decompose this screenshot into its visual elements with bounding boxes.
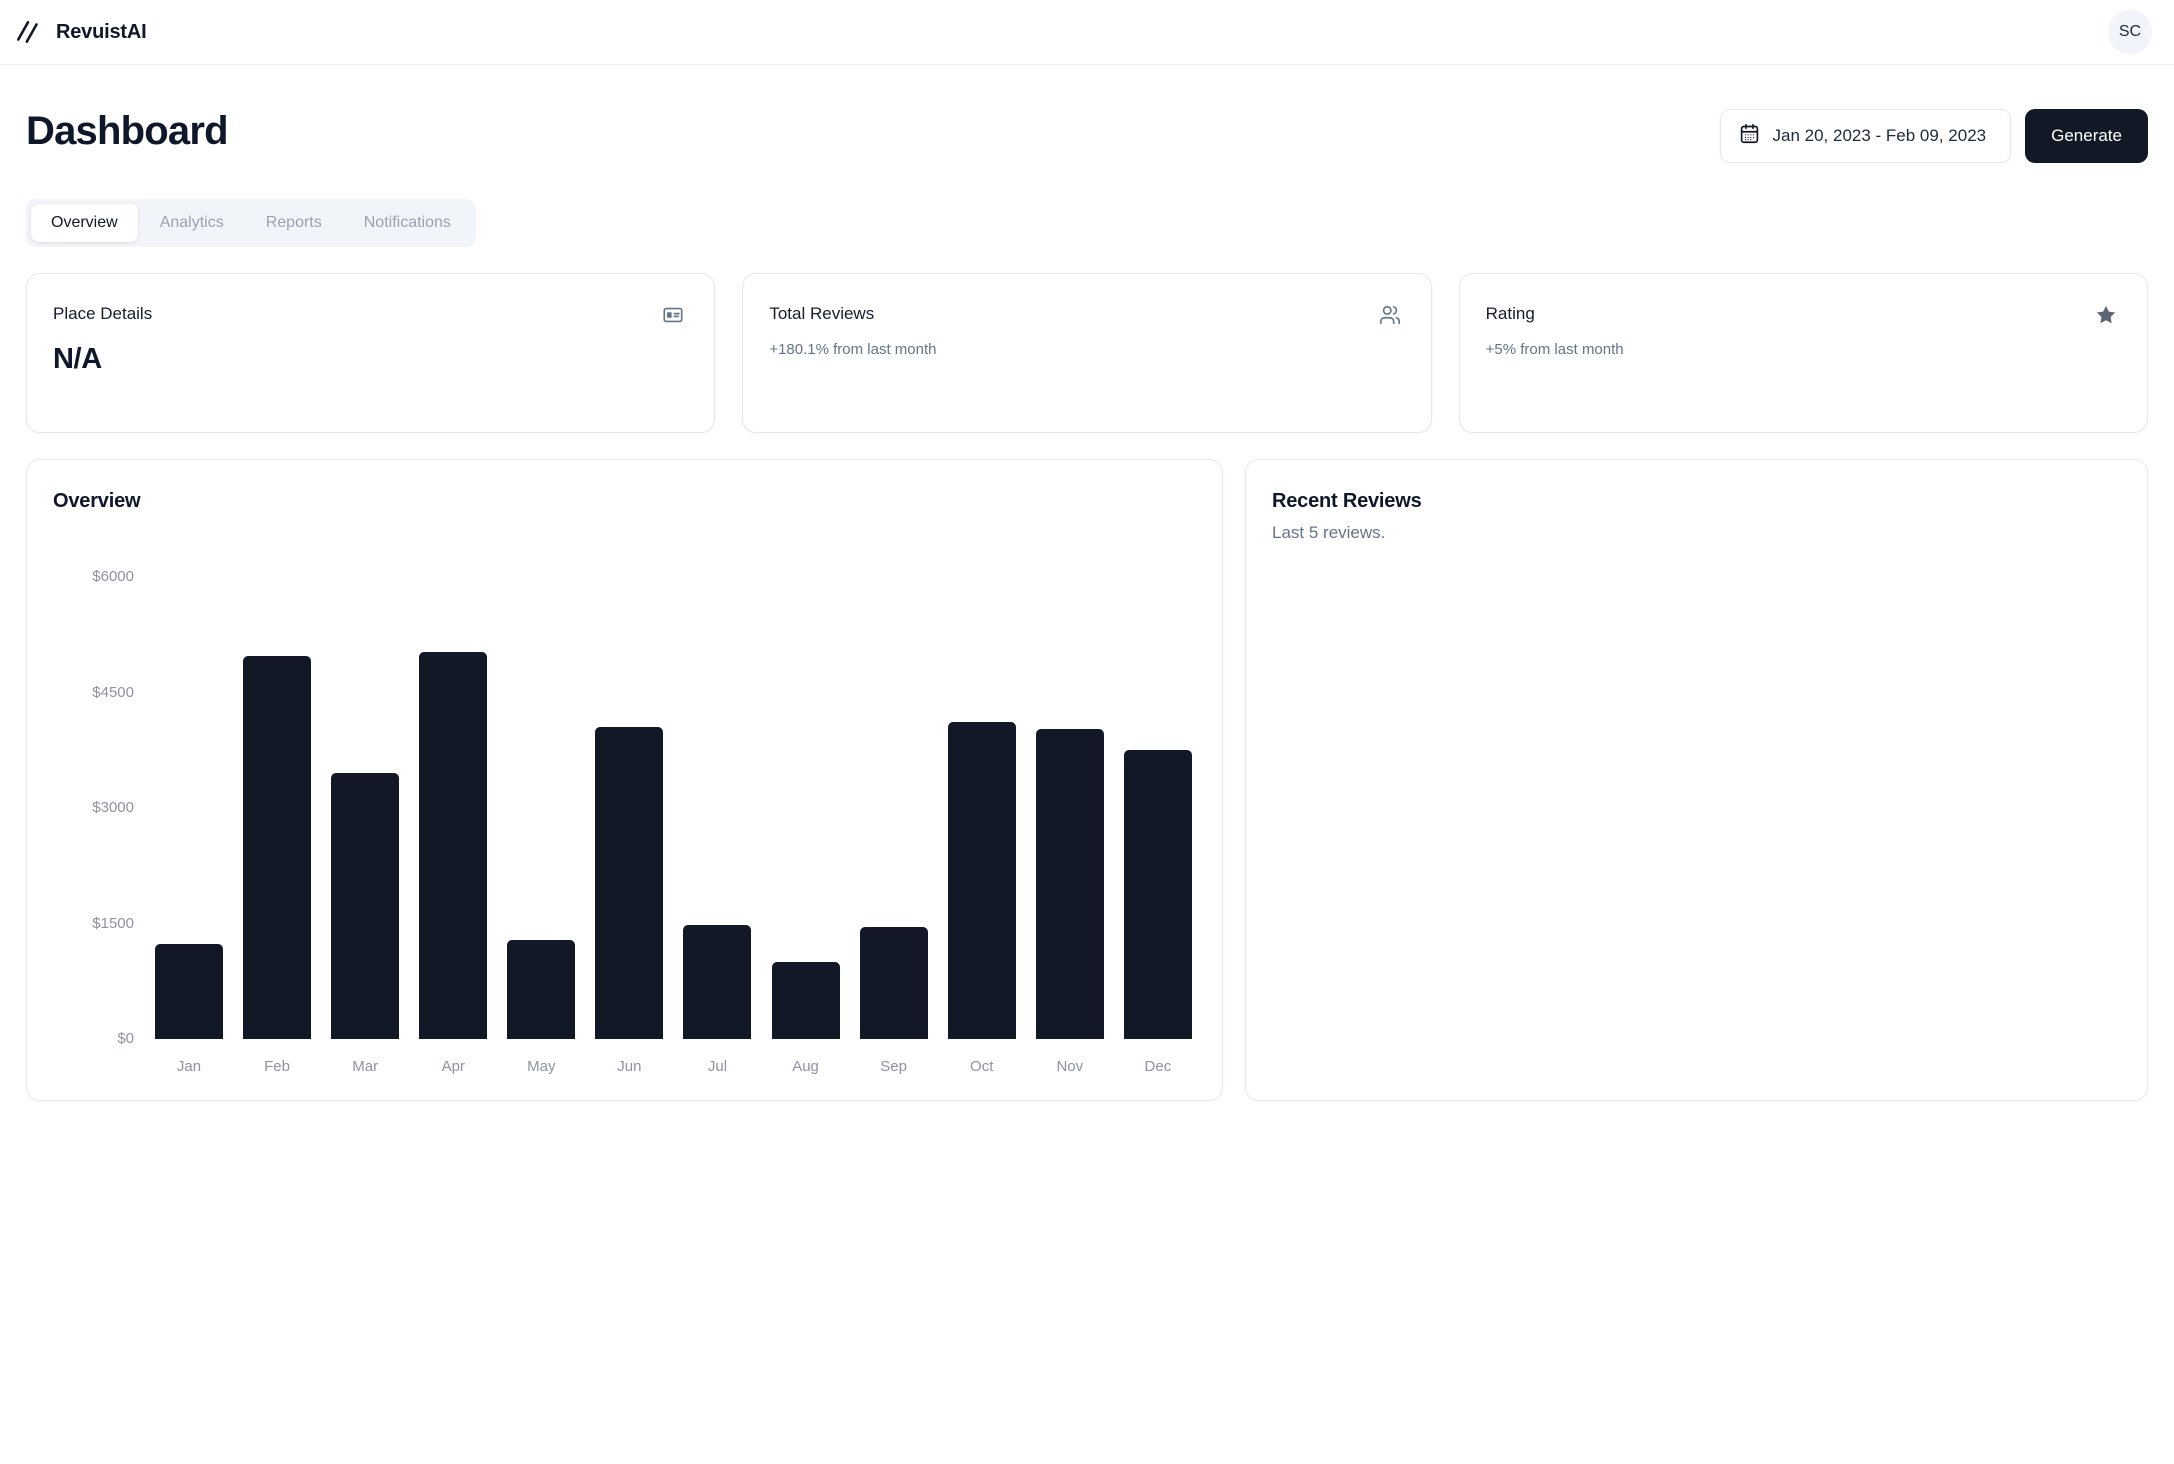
chart-plot-area: $0 $1500 $3000 $4500 $6000 [92,568,1192,1047]
y-axis-label: $0 [117,1030,134,1047]
bar-nov [1035,729,1104,1039]
place-details-card: Place Details N/A [26,273,716,433]
x-axis-label-may: May [527,1058,556,1075]
bar-sep [859,927,928,1039]
chart-title: Overview [53,490,141,512]
y-axis-label: $4500 [92,683,134,701]
x-axis-label-apr: Apr [441,1058,465,1075]
stat-value: N/A [53,343,102,375]
users-icon [1379,304,1401,331]
x-axis-label-aug: Aug [792,1058,819,1075]
star-icon [2095,304,2117,331]
tab-notifications[interactable]: Notifications [344,204,471,242]
x-axis-label-jan: Jan [176,1058,202,1075]
stat-title: Place Details [53,304,153,323]
brand[interactable]: RevuistAI [14,17,147,47]
bar-oct [947,721,1016,1039]
reviews-title: Recent Reviews [1272,490,1422,512]
bar-jun [595,727,664,1039]
bar-dec [1123,750,1192,1039]
top-bar: RevuistAI SC [0,0,2174,65]
bar-jul [683,925,752,1039]
date-range-picker[interactable]: Jan 20, 2023 - Feb 09, 2023 [1719,109,2012,163]
tab-bar: Overview Analytics Reports Notifications [26,199,476,247]
double-slash-logo-icon [14,17,44,47]
y-axis-label: $6000 [92,568,134,585]
bar-aug [771,962,840,1039]
id-card-icon [662,304,684,331]
date-range-value: Jan 20, 2023 - Feb 09, 2023 [1772,126,1987,145]
brand-name: RevuistAI [56,20,147,43]
x-axis-label-nov: Nov [1056,1058,1084,1075]
bottom-row: Overview $0 $1500 $3000 $4500 $6000 Jan Feb Ma… [26,459,2148,1101]
x-axis-label-mar: Mar [352,1058,379,1075]
y-axis-label: $1500 [92,914,134,932]
title-row: Dashboard Jan 20, 2023 - Feb 09, 2023 Ge… [26,109,2148,163]
x-axis-label-jul: Jul [707,1058,728,1075]
bar-mar [331,773,400,1039]
stat-cards-row: Place Details N/A Total Reviews [26,273,2148,433]
calendar-icon [1739,123,1760,149]
bar-may [507,939,576,1039]
x-axis-label-feb: Feb [264,1058,290,1075]
bar-jan [155,943,223,1039]
user-avatar[interactable]: SC [2108,10,2152,54]
avatar-initials: SC [2118,23,2142,40]
recent-reviews-card: Recent Reviews Last 5 reviews. [1245,459,2148,1101]
bar-apr [419,652,488,1039]
x-axis-label-sep: Sep [880,1058,907,1075]
stat-subtext: +180.1% from last month [769,341,937,358]
x-axis-label-jun: Jun [617,1058,642,1075]
overview-bar-chart: $0 $1500 $3000 $4500 $6000 Jan Feb Mar Apr May Ju… [92,568,1192,1075]
rating-card: Rating +5% from last month [1458,273,2148,433]
tab-overview[interactable]: Overview [31,204,138,242]
y-axis-label: $3000 [92,799,134,816]
x-axis-label-dec: Dec [1144,1058,1172,1075]
chart-x-axis: Jan Feb Mar Apr May Jun Jul Aug Sep Oct Nov Dec [155,1058,1192,1075]
total-reviews-card: Total Reviews +180.1% from last month [742,273,1432,433]
page-title: Dashboard [26,109,229,153]
tab-analytics[interactable]: Analytics [140,204,244,242]
reviews-subtitle: Last 5 reviews. [1272,523,1386,542]
bar-feb [243,655,312,1039]
stat-subtext: +5% from last month [1485,341,1624,358]
generate-button[interactable]: Generate [2025,109,2148,163]
main-content: Dashboard Jan 20, 2023 - Feb 09, 2023 Ge… [0,65,2174,1101]
tab-reports[interactable]: Reports [246,204,342,242]
x-axis-label-oct: Oct [970,1058,994,1075]
stat-title: Rating [1485,304,1535,323]
stat-title: Total Reviews [769,304,875,323]
header-controls: Jan 20, 2023 - Feb 09, 2023 Generate [1719,109,2148,163]
overview-chart-card: Overview $0 $1500 $3000 $4500 $6000 Jan Feb Ma… [26,459,1223,1101]
